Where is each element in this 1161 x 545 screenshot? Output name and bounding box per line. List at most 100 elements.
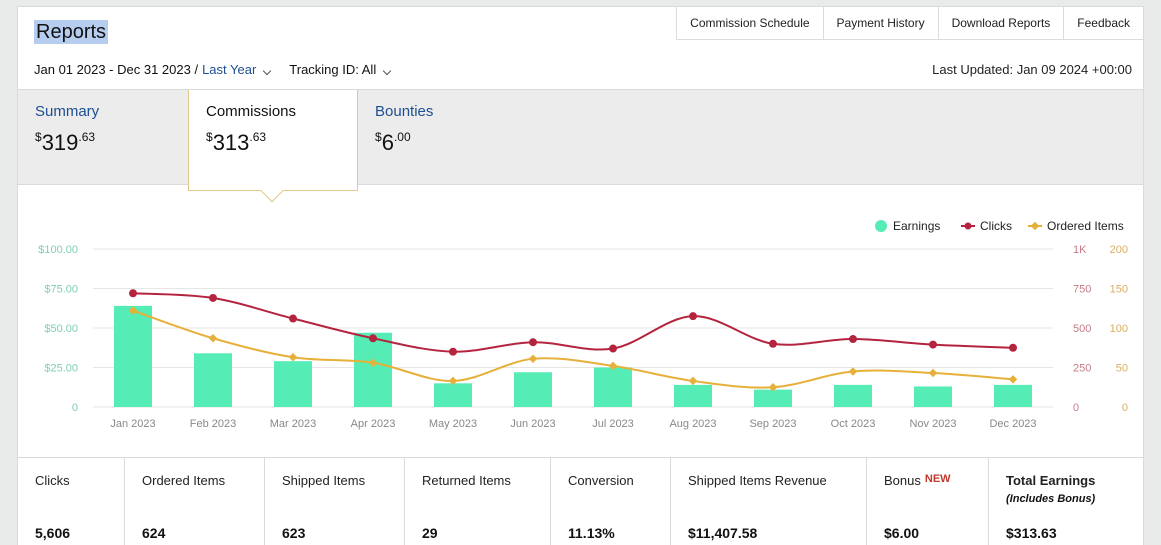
tab-summary-label: Summary xyxy=(35,103,100,120)
x-tick-label: Jan 2023 xyxy=(110,418,155,430)
ordered-items-point xyxy=(288,352,298,362)
stat-total-earnings: Total Earnings (Includes Bonus) $313.63 xyxy=(989,458,1143,545)
stat-conversion: Conversion 11.13% xyxy=(551,458,671,545)
stat-bonus-value: $6.00 xyxy=(884,525,920,541)
legend-clicks-marker xyxy=(964,222,972,230)
tab-commissions-label: Commissions xyxy=(206,103,297,120)
tracking-id-label: Tracking ID: All xyxy=(289,62,377,77)
clicks-point xyxy=(689,312,697,321)
earnings-bar xyxy=(114,305,152,407)
stat-ordered-items-label: Ordered Items xyxy=(142,473,226,488)
earnings-bar xyxy=(914,386,952,407)
tab-bounties[interactable]: Bounties $6.00 xyxy=(358,90,528,184)
y-clicks-tick-label: 250 xyxy=(1073,363,1091,375)
clicks-point xyxy=(1009,343,1017,352)
x-tick-label: Sep 2023 xyxy=(749,418,796,430)
y-clicks-tick-label: 750 xyxy=(1073,284,1091,296)
ordered-items-point xyxy=(368,358,378,368)
ordered-items-point xyxy=(768,383,778,392)
tab-bounties-label: Bounties xyxy=(375,103,434,120)
stat-bonus-label: Bonus NEW xyxy=(884,473,951,488)
x-tick-label: Feb 2023 xyxy=(190,418,236,430)
y-left-tick-label: $75.00 xyxy=(44,284,78,296)
stat-shipped-items-value: 623 xyxy=(282,525,306,541)
y-ordered-tick-label: 200 xyxy=(1110,244,1128,256)
x-tick-label: Nov 2023 xyxy=(909,418,956,430)
earnings-bar xyxy=(994,384,1032,407)
download-reports-button[interactable]: Download Reports xyxy=(939,7,1065,39)
stat-shipped-revenue-label: Shipped Items Revenue xyxy=(688,473,827,488)
ordered-items-point xyxy=(1008,375,1018,384)
legend-ordered-items-label: Ordered Items xyxy=(1047,219,1124,233)
clicks-point xyxy=(529,338,537,347)
stat-total-earnings-label: Total Earnings xyxy=(1006,473,1096,488)
stat-shipped-revenue: Shipped Items Revenue $11,407.58 xyxy=(671,458,867,545)
y-left-tick-label: 0 xyxy=(72,402,78,414)
x-tick-label: May 2023 xyxy=(429,418,477,430)
chevron-down-icon xyxy=(263,66,272,76)
earnings-bar xyxy=(594,367,632,407)
earnings-bar xyxy=(194,353,232,407)
tab-summary[interactable]: Summary $319.63 xyxy=(18,90,188,184)
summary-tabs: Summary $319.63 Commissions $313.63 Boun… xyxy=(18,89,1143,203)
stat-returned-items-label: Returned Items xyxy=(422,473,511,488)
legend-clicks-label: Clicks xyxy=(980,219,1012,233)
chevron-down-icon xyxy=(382,66,392,76)
y-ordered-tick-label: 50 xyxy=(1116,363,1128,375)
chart-svg: 0 $25.00 $50.00 $75.00 $100.00 0 250 500 750 1K 0 5… xyxy=(38,219,1128,430)
stat-total-earnings-value: $313.63 xyxy=(1006,525,1057,541)
summary-amount: $319.63 xyxy=(35,130,96,155)
ordered-items-point xyxy=(208,334,218,343)
y-ordered-tick-label: 0 xyxy=(1122,402,1128,414)
x-tick-label: Mar 2023 xyxy=(270,418,316,430)
clicks-point xyxy=(449,347,457,356)
commissions-amount: $313.63 xyxy=(206,130,267,155)
period-dropdown[interactable]: Last Year xyxy=(202,62,272,77)
stat-shipped-revenue-value: $11,407.58 xyxy=(688,525,758,541)
period-label: Last Year xyxy=(202,62,257,77)
bounties-amount: $6.00 xyxy=(375,130,411,155)
x-tick-label: Apr 2023 xyxy=(351,418,396,430)
commission-schedule-button[interactable]: Commission Schedule xyxy=(677,7,824,39)
clicks-point xyxy=(769,339,777,348)
ordered-items-point xyxy=(688,376,698,386)
clicks-point xyxy=(289,314,297,323)
clicks-point xyxy=(209,293,217,302)
clicks-point xyxy=(849,335,857,344)
legend-earnings-label: Earnings xyxy=(893,219,940,233)
payment-history-button[interactable]: Payment History xyxy=(824,7,939,39)
y-left-tick-label: $50.00 xyxy=(44,323,78,335)
ordered-items-point xyxy=(528,354,538,364)
stat-ordered-items-value: 624 xyxy=(142,525,166,541)
stat-clicks-label: Clicks xyxy=(35,473,70,488)
earnings-bar xyxy=(434,383,472,407)
earnings-bar xyxy=(674,384,712,407)
earnings-bar xyxy=(754,389,792,407)
feedback-button[interactable]: Feedback xyxy=(1077,16,1130,30)
filters-row: Jan 01 2023 - Dec 31 2023 / Last Year Tr… xyxy=(34,62,392,77)
x-tick-label: Jun 2023 xyxy=(510,418,555,430)
earnings-bar xyxy=(834,384,872,407)
stat-clicks-value: 5,606 xyxy=(35,525,71,541)
y-clicks-tick-label: 1K xyxy=(1073,244,1087,256)
ordered-items-line xyxy=(132,309,1014,389)
y-clicks-tick-label: 500 xyxy=(1073,323,1091,335)
stat-total-earnings-note: (Includes Bonus) xyxy=(1006,493,1096,505)
stat-bonus: Bonus NEW $6.00 xyxy=(867,458,989,545)
earnings-chart: 0 $25.00 $50.00 $75.00 $100.00 0 250 500 750 1K 0 5… xyxy=(18,187,1143,457)
x-tick-label: Jul 2023 xyxy=(592,418,634,430)
reports-panel: Reports Commission Schedule Payment Hist… xyxy=(17,6,1144,545)
clicks-point xyxy=(369,334,377,343)
stat-shipped-items-label: Shipped Items xyxy=(282,473,366,488)
ordered-items-point xyxy=(928,368,938,378)
stat-returned-items: Returned Items 29 xyxy=(405,458,551,545)
last-updated-text: Last Updated: Jan 09 2024 +00:00 xyxy=(932,62,1132,77)
y-left-tick-label: $25.00 xyxy=(44,363,78,375)
page-title: Reports xyxy=(34,20,109,44)
y-clicks-tick-label: 0 xyxy=(1073,402,1079,414)
clicks-point xyxy=(929,340,937,349)
tracking-id-dropdown[interactable]: Tracking ID: All xyxy=(289,62,392,77)
legend-earnings-marker xyxy=(875,220,887,232)
tab-commissions[interactable]: Commissions $313.63 xyxy=(188,90,358,203)
clicks-point xyxy=(129,289,137,298)
